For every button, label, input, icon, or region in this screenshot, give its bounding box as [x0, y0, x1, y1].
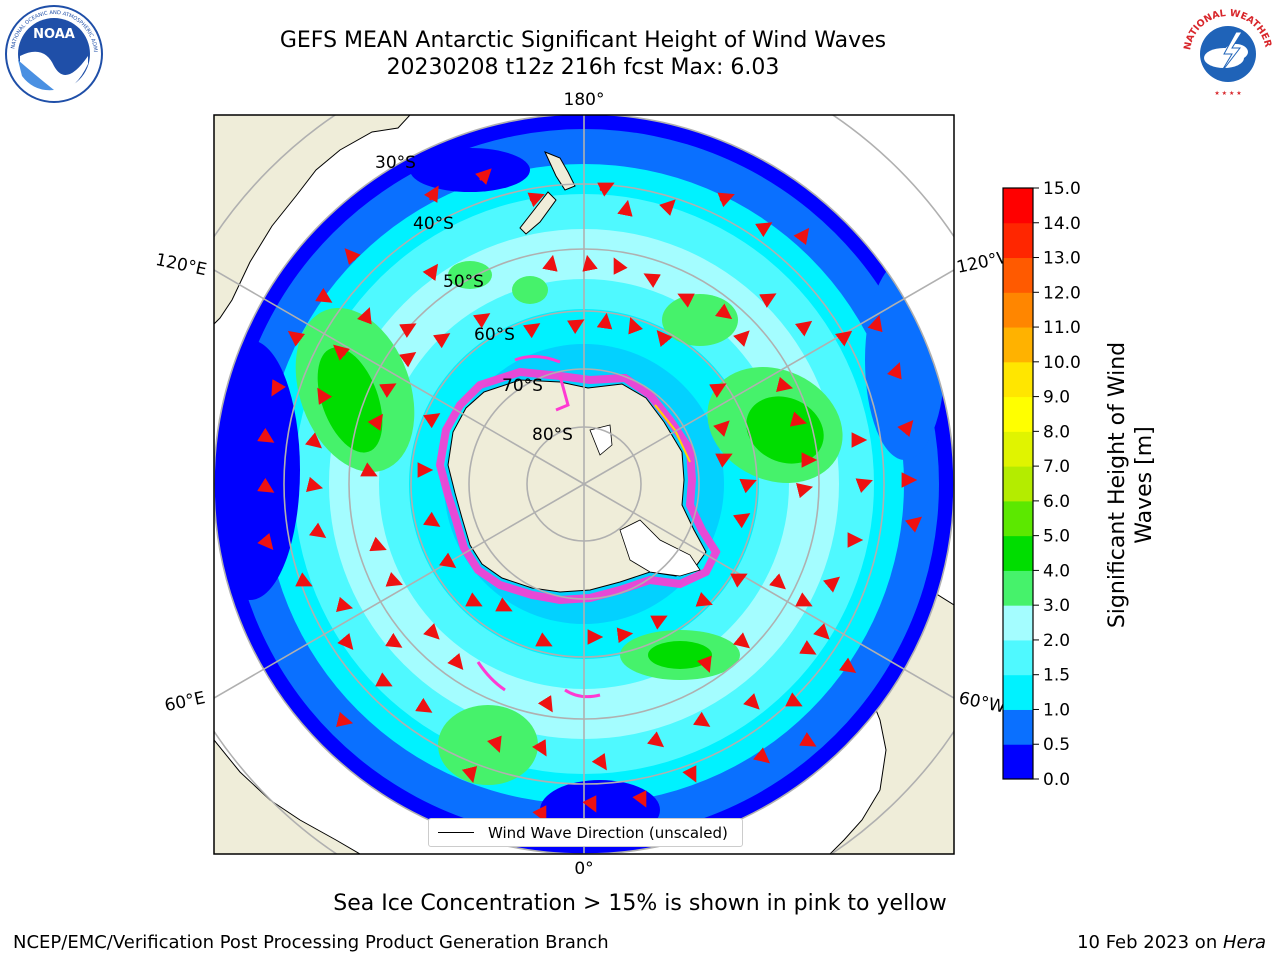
- colorbar-title-line2: Waves [m]: [1132, 426, 1157, 543]
- new-zealand: [519, 151, 576, 235]
- colorbar-segment: [1003, 327, 1033, 363]
- map-legend: Wind Wave Direction (unscaled): [428, 818, 743, 847]
- lon-label-0: 0°: [574, 859, 593, 879]
- colorbar-title: Significant Height of Wind Waves [m]: [1105, 342, 1157, 628]
- colorbar-tick-label: 5.0: [1043, 527, 1070, 547]
- colorbar-tick-label: 10.0: [1043, 353, 1081, 373]
- colorbar-tick-label: 0.5: [1043, 735, 1070, 755]
- map-frame: [213, 114, 955, 855]
- colorbar-tick-label: 1.5: [1043, 666, 1070, 686]
- chart-subtitle: 20230208 t12z 216h fcst Max: 6.03: [386, 55, 780, 80]
- colorbar-segment: [1003, 257, 1033, 293]
- colorbar-segment: [1003, 535, 1033, 571]
- colorbar-segment: [1003, 744, 1033, 780]
- lat-label-70s: 70°S: [502, 376, 543, 396]
- colorbar-segment: [1003, 292, 1033, 328]
- graticule: [214, 115, 954, 854]
- colorbar-segment: [1003, 674, 1033, 710]
- colorbar-segment: [1003, 709, 1033, 745]
- svg-text:★ ★ ★ ★: ★ ★ ★ ★: [1214, 90, 1241, 97]
- nws-logo: NATIONAL WEATHER SERVICE ★ ★ ★ ★: [1178, 2, 1276, 100]
- colorbar-segment: [1003, 605, 1033, 641]
- chart-title: GEFS MEAN Antarctic Significant Height o…: [279, 28, 887, 53]
- antarctica: [435, 367, 721, 605]
- lon-label-180: 180°: [564, 90, 605, 110]
- lat-label-40s: 40°S: [413, 214, 454, 234]
- colorbar-tick-label: 8.0: [1043, 422, 1070, 442]
- colorbar-tick-label: 12.0: [1043, 283, 1081, 303]
- lat-label-50s: 50°S: [443, 272, 484, 292]
- legend-label: Wind Wave Direction (unscaled): [488, 823, 728, 842]
- colorbar-segment: [1003, 466, 1033, 502]
- svg-text:NOAA: NOAA: [33, 27, 75, 42]
- colorbar-tick-label: 11.0: [1043, 318, 1081, 338]
- sea-ice-note: Sea Ice Concentration > 15% is shown in …: [333, 891, 947, 916]
- lon-label-120e: 120°E: [154, 250, 209, 280]
- latitude-labels: 30°S 40°S 50°S 60°S 70°S 80°S: [375, 153, 573, 445]
- colorbar-title-line1: Significant Height of Wind: [1105, 342, 1130, 628]
- colorbar-tick-label: 1.0: [1043, 700, 1070, 720]
- footer-date: 10 Feb 2023 on Hera: [1077, 932, 1266, 953]
- colorbar-segment: [1003, 188, 1033, 224]
- colorbar-tick-label: 4.0: [1043, 561, 1070, 581]
- australia-land: [214, 115, 411, 325]
- colorbar-tick-label: 6.0: [1043, 492, 1070, 512]
- colorbar-tick-label: 15.0: [1043, 179, 1081, 199]
- footer-host: Hera: [1222, 932, 1266, 953]
- colorbar-segment: [1003, 639, 1033, 676]
- sea-ice-edges: [476, 355, 601, 699]
- colorbar-tick-label: 0.0: [1043, 770, 1070, 790]
- colorbar-segment: [1003, 431, 1033, 467]
- lat-label-30s: 30°S: [375, 153, 416, 173]
- lon-label-60e: 60°E: [163, 688, 207, 716]
- colorbar-segment: [1003, 396, 1033, 432]
- colorbar-tick-label: 13.0: [1043, 249, 1081, 269]
- lon-label-60w: 60°W: [957, 688, 1007, 717]
- wave-direction-arrows: [257, 168, 922, 823]
- map-panel: 30°S 40°S 50°S 60°S 70°S 80°S: [214, 115, 954, 854]
- colorbar: 0.0 0.5 1.0 1.5 2.0 3.0 4.0 5.0 6.0 7.0 8.0 9.0 10.0…: [1002, 179, 1081, 790]
- colorbar-frame: [1002, 187, 1034, 780]
- colorbar-tick-label: 9.0: [1043, 388, 1070, 408]
- footer-date-text: 10 Feb 2023 on: [1077, 932, 1223, 953]
- colorbar-tick-label: 2.0: [1043, 631, 1070, 651]
- colorbar-segment: [1003, 570, 1033, 606]
- legend-line-swatch: [438, 832, 474, 833]
- colorbar-tick-label: 7.0: [1043, 457, 1070, 477]
- colorbar-tick-label: 3.0: [1043, 596, 1070, 616]
- lat-label-60s: 60°S: [474, 325, 515, 345]
- colorbar-segment: [1003, 222, 1033, 259]
- colorbar-segment: [1003, 500, 1033, 537]
- colorbar-segment: [1003, 361, 1033, 398]
- footer-credit: NCEP/EMC/Verification Post Processing Pr…: [13, 932, 609, 953]
- africa-land: [214, 739, 361, 854]
- noaa-logo: NOAA NATIONAL OCEANIC AND ATMOSPHERIC AD…: [4, 4, 103, 103]
- colorbar-tick-label: 14.0: [1043, 214, 1081, 234]
- lat-label-80s: 80°S: [532, 425, 573, 445]
